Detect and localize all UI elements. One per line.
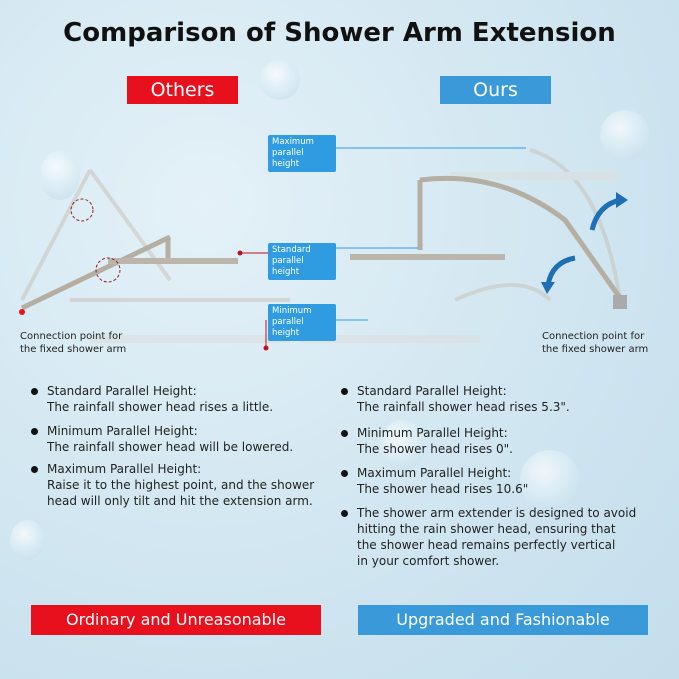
ours-shower-head xyxy=(350,254,505,260)
ours-bullet: Standard Parallel Height: The rainfall sh… xyxy=(341,383,570,415)
connector xyxy=(613,295,627,309)
water-drop xyxy=(260,60,300,100)
label-max-parallel-height: Maximum parallel height xyxy=(268,135,336,172)
arrow-down-icon xyxy=(545,255,576,286)
others-shower-head xyxy=(108,258,238,264)
ours-bullet: Minimum Parallel Height: The shower head … xyxy=(341,425,513,457)
ours-connection-note: Connection point for the fixed shower arm xyxy=(542,331,649,355)
arrow-up-icon xyxy=(589,197,621,231)
water-drop xyxy=(600,110,650,160)
water-drop xyxy=(10,520,45,560)
ours-footer-banner: Upgraded and Fashionable xyxy=(358,605,648,635)
page-title: Comparison of Shower Arm Extension xyxy=(63,18,616,48)
water-drop xyxy=(40,150,80,200)
water-drop xyxy=(520,450,580,510)
others-bullet: Standard Parallel Height: The rainfall sh… xyxy=(31,383,273,415)
others-connection-note: Connection point for the fixed shower arm xyxy=(20,331,127,355)
others-tag: Others xyxy=(127,76,238,104)
others-footer-banner: Ordinary and Unreasonable xyxy=(31,605,321,635)
label-standard-parallel-height: Standard parallel height xyxy=(268,243,336,280)
label-min-parallel-height: Minimum parallel height xyxy=(268,304,336,341)
ours-tag: Ours xyxy=(440,76,551,104)
water-drop xyxy=(380,420,425,470)
others-bullet: Minimum Parallel Height: The rainfall sho… xyxy=(31,423,293,455)
ours-bullet: Maximum Parallel Height: The shower head … xyxy=(341,465,528,497)
ours-bullet: The shower arm extender is designed to a… xyxy=(341,505,636,569)
others-bullet: Maximum Parallel Height: Raise it to the … xyxy=(31,461,314,509)
